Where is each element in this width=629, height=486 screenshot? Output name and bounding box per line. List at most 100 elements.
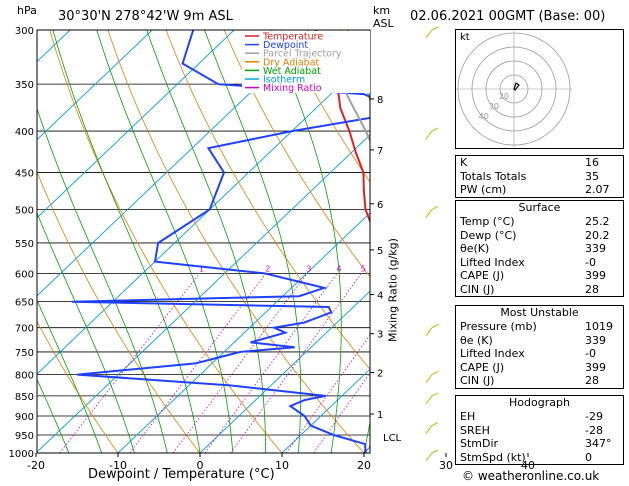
mu-label: CIN (J) — [460, 374, 495, 387]
pressure-tick-label: 400 — [15, 127, 34, 138]
index-value: 16 — [585, 156, 599, 169]
mu-label: CAPE (J) — [460, 360, 505, 374]
pressure-tick-label: 650 — [15, 298, 34, 309]
legend-box — [242, 31, 370, 93]
hpa-label: hPa — [17, 4, 37, 17]
isotherm-line — [37, 30, 153, 141]
x-tick-label: 40 — [521, 459, 535, 472]
hodo-row: SREH -28 — [456, 424, 623, 438]
surface-label: θe(K) — [460, 242, 490, 255]
hodo-label: EH — [460, 410, 476, 423]
surface-table: Surface Temp (°C) 25.2 Dewp (°C) 20.2 θe(K… — [455, 200, 624, 297]
surface-value: 28 — [585, 282, 599, 296]
index-row: K 16 — [456, 156, 623, 170]
wet-adiabat — [96, 30, 234, 453]
hodo-value: -28 — [585, 423, 603, 437]
mixing-ratio-label: 2 — [265, 265, 270, 274]
km-tick-label: 5 — [377, 246, 383, 257]
legend-label: Parcel Trajectory — [263, 49, 342, 60]
wet-adiabat — [37, 378, 70, 453]
surface-label: Temp (°C) — [460, 215, 515, 228]
wind-barb-icon — [425, 26, 439, 39]
isotherm-line — [37, 56, 370, 375]
mu-label: Pressure (mb) — [460, 320, 537, 333]
mixing-ratio-label: 8 — [413, 265, 418, 274]
isotherm-line — [37, 30, 71, 63]
legend-label: Dewpoint — [263, 40, 308, 51]
hodo-value: 347° — [585, 437, 612, 450]
hodograph-ring-label: 30 — [489, 102, 499, 111]
mixing-ratio-line — [204, 273, 338, 453]
most-unstable-table: Most Unstable Pressure (mb) 1019 θe (K) 33… — [455, 305, 624, 389]
hodograph-ring-label: 20 — [499, 92, 509, 101]
wet-adiabat — [146, 30, 266, 453]
hodograph-trace — [513, 82, 520, 91]
dry-adiabat — [223, 30, 370, 278]
surface-value: 399 — [585, 269, 606, 282]
index-label: PW (cm) — [460, 183, 507, 196]
pressure-tick-label: 900 — [15, 412, 34, 423]
km-tick-label: 2 — [377, 368, 383, 379]
plot-frame — [36, 29, 371, 454]
x-tick-label: -20 — [27, 459, 45, 472]
indices-table-top: K 16 Totals Totals 35 PW (cm) 2.07 — [455, 155, 624, 198]
wet-adiabat — [397, 30, 445, 453]
surface-value: 20.2 — [585, 228, 610, 242]
x-tick-label: -10 — [109, 459, 127, 472]
surface-label: Dewp (°C) — [460, 228, 517, 242]
isotherm-line — [37, 30, 317, 297]
isotherm-line — [37, 30, 235, 219]
hodo-value: -29 — [585, 410, 603, 423]
hodograph-title: Hodograph — [509, 396, 570, 409]
wind-barb-icon — [425, 422, 439, 434]
km-tick-label: 8 — [377, 95, 383, 106]
dry-adiabat — [107, 30, 365, 453]
asl-label: ASL — [373, 17, 394, 30]
legend-label: Mixing Ratio — [263, 83, 322, 94]
mu-value: 28 — [585, 374, 599, 387]
x-tick-label: 20 — [357, 459, 371, 472]
location-title: 30°30'N 278°42'W 9m ASL — [58, 9, 233, 24]
mu-value: -0 — [585, 347, 596, 360]
hodograph-kt-label: kt — [460, 32, 470, 43]
index-label: Totals Totals — [460, 169, 527, 183]
index-label: K — [460, 156, 468, 169]
km-tick-label: 1 — [377, 410, 383, 421]
wind-barb-icon — [425, 392, 439, 405]
legend-label: Isotherm — [263, 75, 305, 86]
mixing-ratio-line — [230, 273, 362, 453]
pressure-tick-label: 800 — [15, 371, 34, 382]
wind-barb-icon — [425, 324, 439, 336]
index-value: 2.07 — [585, 183, 610, 196]
hodo-row: EH -29 — [456, 410, 623, 424]
mixing-ratio-label: 1 — [199, 265, 204, 274]
surface-row: CIN (J) 28 — [456, 283, 623, 297]
wet-adiabat — [52, 30, 201, 453]
dewpoint-curve — [71, 30, 370, 453]
credit: © weatheronline.co.uk — [462, 469, 600, 483]
wet-adiabat — [271, 30, 342, 453]
index-row: Totals Totals 35 — [456, 170, 623, 184]
surface-row: θe(K) 339 — [456, 242, 623, 256]
isotherm-line — [281, 368, 370, 453]
x-tick-label: 30 — [439, 459, 453, 472]
hodo-label: StmSpd (kt) — [460, 450, 526, 464]
wind-barb-icon — [425, 371, 439, 383]
hodo-label: StmDir — [460, 437, 499, 450]
legend-label: Dry Adiabat — [263, 57, 320, 68]
km-tick-label: 4 — [377, 291, 383, 302]
hodograph-table: Hodograph EH -29 SREH -28 StmDir 347° StmSp… — [455, 395, 624, 465]
mu-value: 399 — [585, 360, 606, 374]
wind-barb-icon — [425, 449, 439, 462]
mu-value: 339 — [585, 333, 606, 347]
hodo-value: 0 — [585, 450, 592, 464]
surface-value: -0 — [585, 255, 596, 269]
mu-label: Lifted Index — [460, 347, 525, 360]
wind-barb-icon — [425, 127, 439, 140]
mixing-ratio-label: 3 — [306, 265, 311, 274]
index-value: 35 — [585, 169, 599, 183]
pressure-tick-label: 950 — [15, 431, 34, 442]
hodo-row: StmSpd (kt) 0 — [456, 451, 623, 465]
